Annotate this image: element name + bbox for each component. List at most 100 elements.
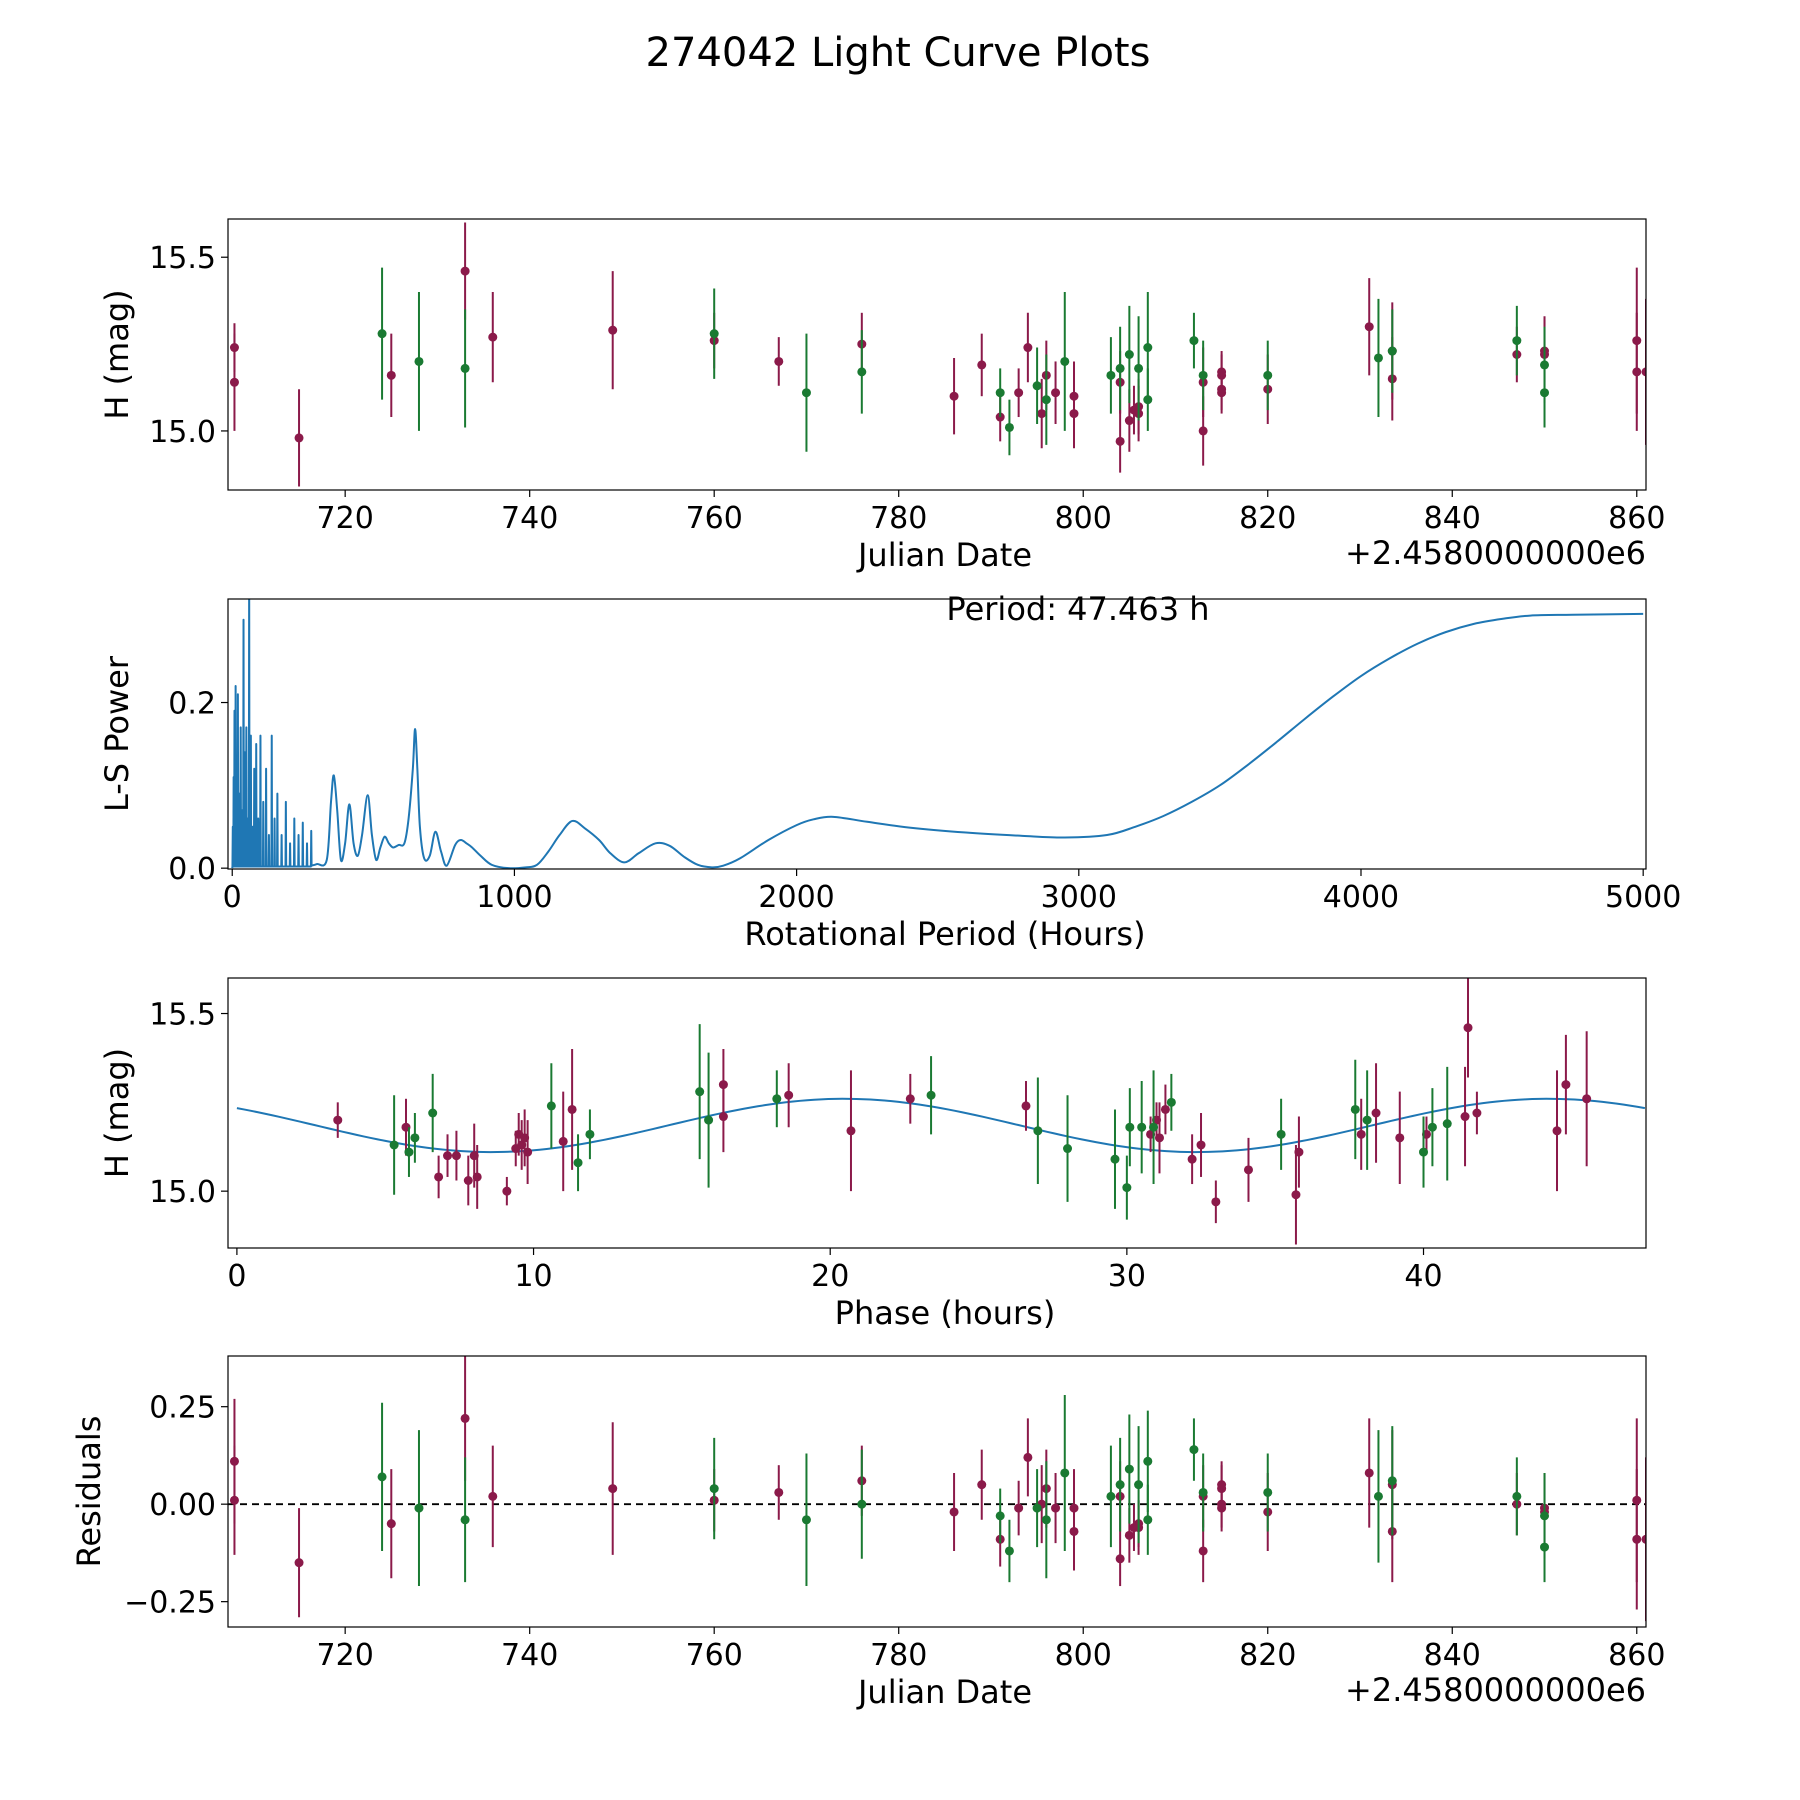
plot-frame [227, 598, 1647, 870]
data-point [389, 1140, 399, 1150]
data-point [1069, 1526, 1079, 1536]
data-point [977, 1480, 987, 1490]
x-axis-label: Julian Date [856, 1673, 1032, 1711]
data-point [386, 1519, 396, 1529]
data-point [1124, 416, 1134, 426]
data-point [1356, 1129, 1366, 1139]
data-point [1196, 1140, 1206, 1150]
data-point [1041, 395, 1051, 405]
data-point [488, 1491, 498, 1501]
periodogram-series [231, 599, 1644, 869]
data-point [995, 388, 1005, 398]
x-tick-label: 800 [1055, 1638, 1112, 1673]
phase-panel: 0 10 20 30 40 15.0 15.5 Phase (hours) H (mag) [98, 977, 1647, 1332]
data-point [229, 1495, 239, 1505]
x-axis-label: Julian Date [856, 536, 1032, 574]
x-tick-label: 760 [686, 501, 743, 536]
y-axis-label: H (mag) [98, 289, 136, 419]
data-point [404, 1147, 414, 1157]
data-point [801, 1515, 811, 1525]
x-tick-label: 720 [317, 501, 374, 536]
data-point [949, 391, 959, 401]
plots-container: 720 740 760 780 800 820 840 860 15.0 15.5 Julian D… [70, 218, 1681, 1711]
x-tick-label: 780 [870, 501, 927, 536]
x-tick-label: 2000 [758, 880, 834, 915]
data-point [1124, 350, 1134, 359]
series-green [377, 267, 1550, 456]
x-tick-label: 840 [1424, 1638, 1481, 1673]
data-point [1263, 370, 1273, 380]
data-point [1004, 422, 1014, 432]
data-point [857, 367, 867, 377]
data-point [704, 1115, 714, 1125]
data-point [1004, 1546, 1014, 1556]
data-point [502, 1186, 512, 1196]
data-point [1427, 1122, 1437, 1132]
data-point [1512, 1491, 1522, 1501]
x-axis-label: Rotational Period (Hours) [744, 915, 1145, 953]
data-point [463, 1176, 473, 1185]
data-point [1395, 1133, 1405, 1143]
x-tick-label: 0 [227, 1259, 246, 1294]
data-point [1110, 1154, 1120, 1164]
data-point [1124, 1530, 1134, 1540]
data-point [1021, 1101, 1031, 1111]
y-tick-label: 0.2 [168, 687, 216, 722]
x-tick-label: 760 [686, 1638, 743, 1673]
x-tick-label: 800 [1055, 501, 1112, 536]
data-point [1387, 1476, 1397, 1486]
x-tick-label: 1000 [476, 880, 552, 915]
data-point [1160, 1104, 1170, 1114]
data-point [573, 1158, 583, 1168]
data-point [977, 360, 987, 370]
y-tick-label: 0.0 [168, 852, 216, 887]
data-point [709, 1484, 719, 1494]
x-tick-label: 820 [1239, 1638, 1296, 1673]
data-point [386, 370, 396, 380]
x-tick-label: 860 [1608, 1638, 1665, 1673]
series-purple [229, 1356, 1646, 1622]
residuals-panel: 720 740 760 780 800 820 840 860 0.25 0.00 −0.25 Jul… [70, 1355, 1665, 1711]
data-point [1041, 1515, 1051, 1525]
data-point [1115, 1554, 1125, 1564]
data-point [1460, 1112, 1470, 1122]
data-point [1023, 343, 1033, 353]
data-point [1350, 1104, 1360, 1114]
data-point [1166, 1097, 1176, 1107]
data-point [1143, 343, 1153, 353]
data-point [1512, 336, 1522, 346]
data-point [414, 356, 424, 366]
x-offset-label: +2.4580000000e6 [1345, 1671, 1646, 1709]
y-tick-label: 15.5 [149, 241, 216, 276]
data-point [1037, 409, 1047, 419]
data-point [801, 388, 811, 398]
x-tick-label: 3000 [1041, 880, 1117, 915]
x-tick-label: 30 [1108, 1259, 1146, 1294]
data-point [1033, 1126, 1043, 1136]
x-tick-label: 840 [1424, 501, 1481, 536]
data-point [472, 1172, 482, 1182]
plot-frame [227, 218, 1647, 491]
x-tick-label: 0 [223, 880, 242, 915]
data-point [846, 1126, 856, 1136]
data-point [1014, 1503, 1024, 1513]
y-axis-label: H (mag) [98, 1048, 136, 1178]
periodogram-panel: Period: 47.463 h 0 1000 2000 3000 4000 5000 0.0… [98, 590, 1681, 953]
data-point [1442, 1119, 1452, 1129]
series-purple [333, 978, 1592, 1245]
data-point [718, 1112, 728, 1122]
x-tick-label: 860 [1608, 501, 1665, 536]
data-point [460, 363, 470, 373]
data-point [1291, 1190, 1301, 1200]
data-point [460, 1413, 470, 1423]
data-point [294, 1558, 304, 1568]
x-tick-label: 820 [1239, 501, 1296, 536]
data-point [1060, 356, 1070, 366]
x-offset-label: +2.4580000000e6 [1345, 534, 1646, 572]
data-point [1641, 1534, 1646, 1544]
data-point [1189, 336, 1199, 346]
data-point [1552, 1126, 1562, 1136]
data-point [1632, 1534, 1642, 1544]
x-axis-label: Phase (hours) [835, 1294, 1056, 1332]
